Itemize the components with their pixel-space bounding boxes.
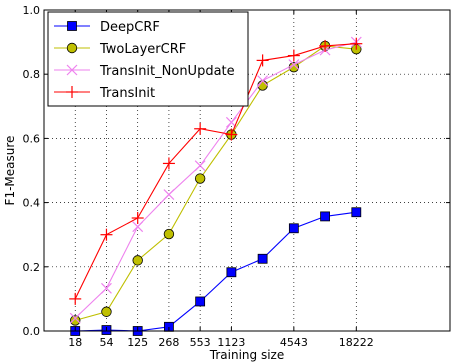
data-point — [70, 315, 81, 326]
legend-marker — [66, 42, 78, 54]
series-line — [74, 41, 357, 319]
x-tick-label: 1123 — [217, 336, 245, 349]
data-point — [194, 160, 206, 172]
legend: DeepCRF TwoLayerCRF TransInit_NonUpdate Tra… — [47, 11, 249, 107]
marker-stroke — [288, 59, 300, 70]
x-tick-label: 4543 — [280, 336, 308, 349]
x-axis-label: Training size — [209, 348, 284, 362]
data-point — [350, 37, 363, 50]
y-tick-label: 0.8 — [23, 68, 41, 81]
plot-frame — [43, 9, 451, 332]
series-line — [75, 45, 357, 321]
data-point — [288, 223, 299, 234]
data-point — [131, 212, 144, 225]
data-point — [69, 292, 82, 305]
data-point — [69, 312, 81, 324]
data-point — [257, 253, 268, 264]
data-point — [101, 306, 112, 317]
y-tick-label: 0.6 — [23, 132, 41, 145]
data-point — [194, 122, 207, 135]
x-tick-label: 268 — [158, 336, 179, 349]
data-point — [194, 173, 206, 184]
legend-label: TwoLayerCRF — [99, 42, 186, 57]
data-point — [287, 49, 300, 62]
x-tick-label: 54 — [99, 336, 113, 349]
data-point — [351, 207, 362, 218]
data-point — [100, 228, 113, 241]
marker-stroke — [257, 75, 269, 87]
data-point — [163, 189, 175, 200]
x-tick-label: 553 — [190, 336, 211, 349]
legend-label: TransInit_NonUpdate — [99, 64, 235, 79]
legend-label: TransInit — [99, 86, 155, 101]
marker-stroke — [69, 312, 81, 324]
legend-label: DeepCRF — [100, 20, 160, 35]
series-deepcrf — [70, 207, 362, 336]
data-point — [256, 54, 269, 67]
marker-stroke — [101, 282, 112, 294]
x-tick-label: 18 — [68, 336, 82, 349]
series-transinit — [69, 37, 363, 305]
data-point — [101, 282, 112, 294]
axis-ticks: 18 54 125 268 553 1123 4543 18222 0.0 0.2 0.4 0.6 0.… — [23, 4, 450, 349]
marker-stroke — [132, 221, 144, 233]
x-tick-label: 18222 — [339, 336, 374, 349]
data-point — [195, 296, 206, 307]
data-point — [132, 221, 144, 233]
grid-lines — [44, 9, 450, 332]
marker-stroke — [163, 189, 175, 200]
y-tick-label: 1.0 — [23, 4, 41, 17]
x-tick-label: 125 — [127, 336, 148, 349]
y-tick-label: 0.4 — [23, 197, 41, 210]
legend-marker — [67, 21, 77, 31]
data-point — [225, 128, 238, 141]
data-point — [319, 39, 332, 52]
marker-stroke — [194, 160, 206, 172]
data-point — [288, 59, 300, 70]
data-point — [226, 267, 237, 278]
data-point — [320, 211, 330, 222]
legend-box — [47, 11, 249, 107]
y-tick-label: 0.2 — [23, 261, 41, 274]
series-line — [75, 211, 357, 332]
series-lines — [69, 36, 363, 336]
legend-marker — [66, 64, 78, 76]
y-axis-label: F1-Measure — [3, 136, 17, 206]
marker-stroke — [66, 64, 78, 76]
y-tick-label: 0.0 — [23, 325, 41, 338]
data-point — [132, 255, 143, 266]
series-line — [74, 43, 357, 300]
marker-stroke — [225, 116, 237, 128]
data-point — [163, 228, 175, 240]
series-transinit-nonupdate — [69, 36, 362, 324]
data-point — [257, 75, 269, 87]
data-point — [162, 157, 175, 170]
legend-marker — [66, 86, 78, 98]
